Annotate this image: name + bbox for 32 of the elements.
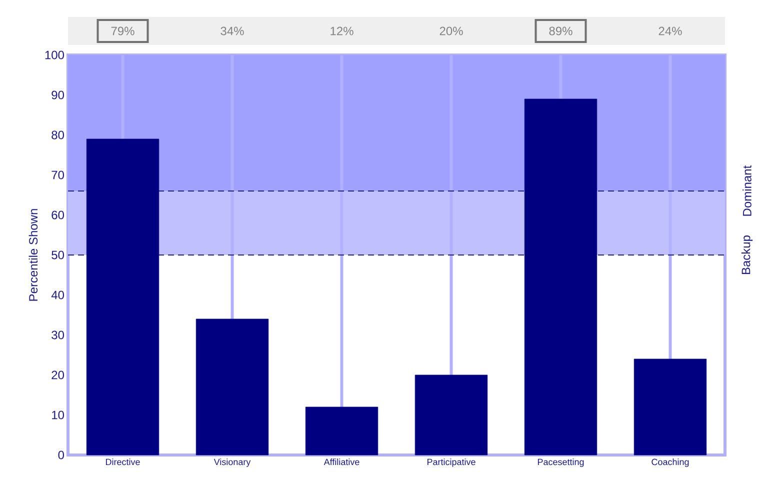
band-label: Dominant xyxy=(742,165,752,216)
y-tick-label: 50 xyxy=(52,250,64,260)
x-tick-label: Pacesetting xyxy=(538,458,584,467)
bar xyxy=(196,318,269,456)
data-label: 34% xyxy=(220,26,244,36)
data-label: 79% xyxy=(111,26,134,36)
y-tick-label: 20 xyxy=(52,370,64,380)
x-tick-label: Affiliative xyxy=(324,458,360,466)
bar xyxy=(524,98,598,456)
y-tick-label: 100 xyxy=(45,50,64,60)
bar xyxy=(305,406,378,456)
bar xyxy=(634,358,707,456)
data-label: 20% xyxy=(440,26,463,36)
y-axis-title: Percentile Shown xyxy=(28,209,38,301)
y-tick-label: 60 xyxy=(52,210,64,220)
bar xyxy=(86,138,160,456)
data-label: 12% xyxy=(330,26,354,36)
x-tick-label: Visionary xyxy=(214,458,251,467)
data-label: 24% xyxy=(658,26,682,36)
x-tick-label: Directive xyxy=(106,458,140,466)
y-tick-label: 30 xyxy=(52,330,64,340)
data-label: 89% xyxy=(549,26,572,36)
x-tick-label: Participative xyxy=(427,458,476,467)
bar xyxy=(414,374,488,456)
y-tick-label: 80 xyxy=(52,130,64,140)
y-tick-label: 0 xyxy=(58,450,64,460)
y-tick-label: 10 xyxy=(52,410,64,420)
x-tick-label: Coaching xyxy=(652,458,689,467)
band-label: Backup xyxy=(741,236,753,274)
y-tick-label: 70 xyxy=(52,170,64,180)
y-tick-label: 40 xyxy=(51,290,64,300)
y-tick-label: 90 xyxy=(52,90,64,100)
